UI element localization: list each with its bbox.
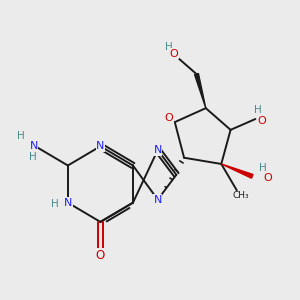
Text: N: N	[154, 195, 162, 205]
Text: N: N	[96, 141, 105, 151]
Polygon shape	[221, 164, 253, 178]
Text: O: O	[96, 249, 105, 262]
Text: H: H	[259, 163, 267, 173]
Text: N: N	[154, 145, 162, 155]
Text: O: O	[263, 173, 272, 183]
Text: H: H	[29, 152, 37, 162]
Text: O: O	[165, 113, 174, 123]
Text: CH₃: CH₃	[232, 191, 249, 200]
Text: O: O	[258, 116, 267, 126]
Polygon shape	[194, 74, 206, 108]
Text: N: N	[64, 198, 72, 208]
Text: H: H	[16, 131, 24, 141]
Text: N: N	[29, 141, 38, 151]
Text: O: O	[170, 49, 178, 59]
Text: H: H	[165, 42, 172, 52]
Text: H: H	[51, 199, 59, 209]
Text: H: H	[254, 105, 262, 115]
